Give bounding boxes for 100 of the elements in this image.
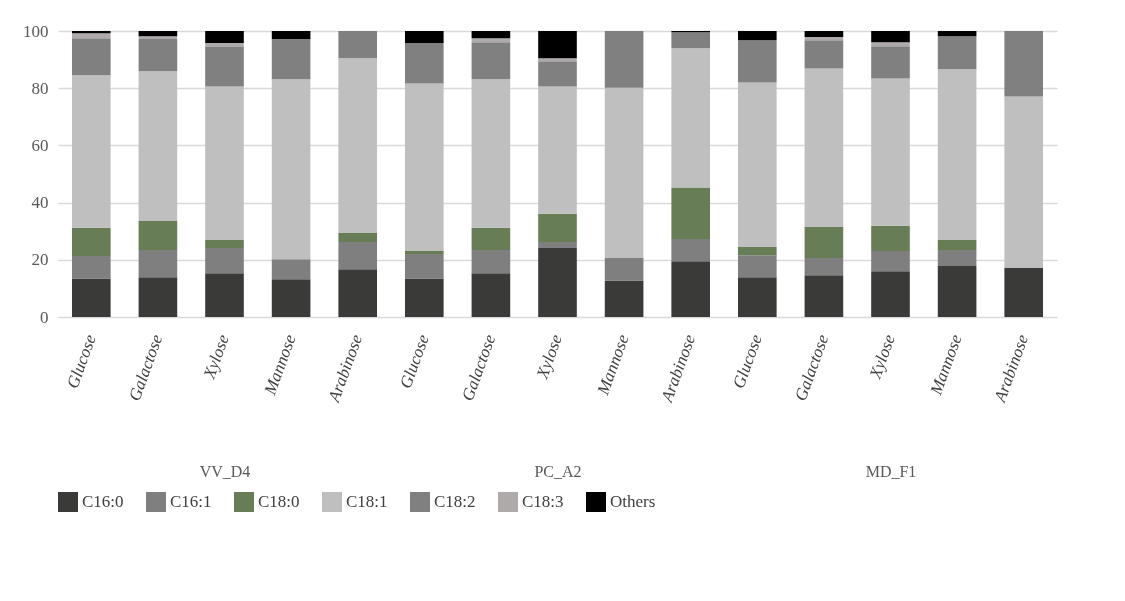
legend-label: C18:1 [346,492,388,511]
x-tick-label: Xylose [199,331,234,383]
bar [737,246,777,256]
bar [538,31,577,59]
bar [871,31,910,43]
x-tick-label: Glucose [62,331,100,391]
legend-label: C16:0 [82,492,124,511]
bar [471,31,511,39]
bar [138,71,178,221]
bar [71,75,111,228]
bar [471,42,511,80]
bar [271,79,311,260]
bar [871,78,910,226]
bar [737,40,777,83]
bar [205,47,244,87]
bar [404,278,444,317]
y-tick-label: 60 [31,135,49,155]
bar [804,40,844,69]
bar [671,261,711,317]
bar [737,277,777,317]
bar [804,31,844,38]
bar [604,87,644,259]
bar [471,79,511,228]
bar [471,250,511,274]
y-tick-label: 80 [31,78,49,98]
legend-label: C16:1 [170,492,212,511]
y-tick-label: 40 [31,193,49,213]
bar [804,226,844,259]
bar [871,42,910,47]
y-tick-label: 0 [40,307,49,327]
bar [404,31,444,44]
bar [871,271,910,317]
bar [871,250,910,272]
bar [1004,96,1044,269]
bar [404,83,444,251]
bar [538,248,577,317]
bar [937,31,977,37]
bar [538,213,577,243]
bar [404,254,444,279]
x-axis-title: VV_D4 [199,462,251,480]
bar [471,227,511,251]
bar [205,43,244,48]
bar [271,259,311,280]
bar [804,258,844,276]
bar [471,38,511,43]
bar [205,86,244,241]
bar [138,250,178,278]
bar [871,225,910,251]
bar [737,255,777,278]
bar [138,36,178,40]
bar [871,46,910,79]
legend-label: Others [610,492,656,511]
bar [205,273,244,317]
bar [538,58,577,62]
bar [937,69,977,241]
bar [271,279,311,317]
bar [338,232,378,243]
bar [71,227,111,257]
bar [737,82,777,247]
bar [671,32,711,49]
bar [804,68,844,227]
bar [1004,268,1044,317]
bar [604,31,644,88]
bar [937,266,977,317]
bar [937,36,977,70]
bar [404,43,444,84]
bar [138,277,178,317]
bar [338,58,378,233]
x-tick-label: Xylose [865,331,900,383]
bar [404,250,444,255]
bar [1004,31,1044,97]
bar [338,31,378,59]
bar [671,48,711,188]
x-axis-title: MD_F1 [865,462,917,480]
bar [937,240,977,251]
bar [538,242,577,249]
bar [271,39,311,80]
bar [804,37,844,41]
bar [671,238,711,262]
bar [71,38,111,76]
bar [538,86,577,214]
bar [138,39,178,72]
bar [138,220,178,251]
bar [937,250,977,267]
x-tick-label: Xylose [532,331,567,383]
bar [271,31,311,40]
bar [71,256,111,279]
x-tick-label: Glucose [395,331,433,391]
bar [205,240,244,249]
bar [71,278,111,317]
bar [471,273,511,317]
y-tick-label: 100 [23,21,49,41]
bar [804,275,844,317]
bar [604,258,644,281]
legend-label: C18:0 [258,492,300,511]
bar [138,31,178,37]
bar [71,33,111,39]
bar [671,187,711,239]
bar [604,280,644,317]
bar [737,31,777,41]
